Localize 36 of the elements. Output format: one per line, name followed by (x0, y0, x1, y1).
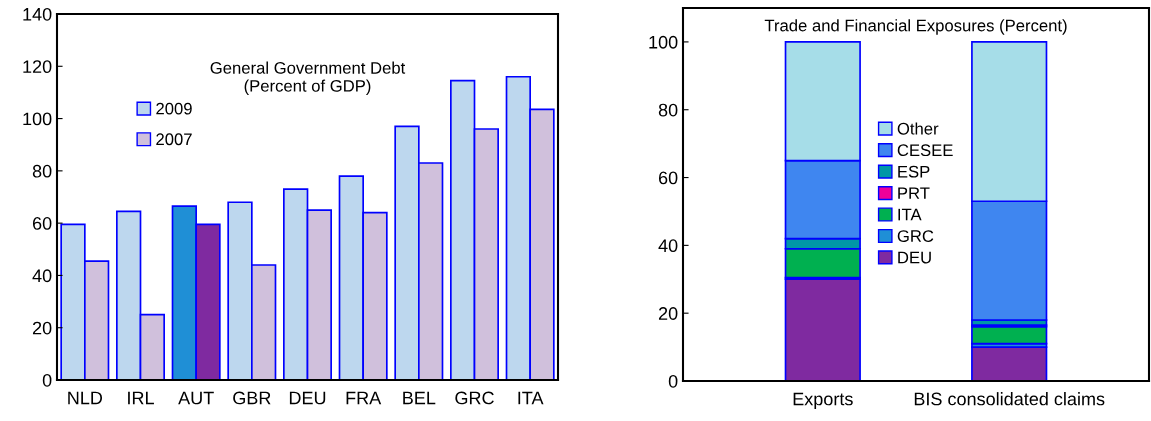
x-tick-label: FRA (346, 391, 382, 405)
y-tick-label: 0 (42, 373, 52, 387)
x-tick-label: BIS consolidated claims (914, 392, 1105, 406)
y-tick-label: 40 (32, 269, 52, 283)
legend-label: DEU (898, 251, 931, 264)
legend-label: 2007 (156, 133, 192, 146)
x-tick-label: NLD (68, 391, 103, 405)
x-tick-label: GBR (233, 391, 271, 405)
legend-label: 2009 (156, 102, 192, 115)
x-tick-label: ITA (518, 391, 544, 405)
y-tick-label: 100 (649, 35, 678, 49)
x-tick-label: DEU (289, 391, 326, 405)
x-tick-label: GRC (455, 391, 494, 405)
y-tick-label: 0 (668, 374, 678, 388)
y-tick-label: 20 (658, 307, 678, 320)
x-tick-label: Exports (793, 392, 853, 409)
y-tick-label: 100 (23, 112, 52, 126)
y-tick-label: 60 (658, 171, 678, 185)
y-tick-label: 40 (658, 239, 678, 253)
text: Trade and Financial Exposures (Percent) (764, 19, 1067, 35)
x-tick-label: AUT (178, 391, 214, 405)
y-tick-label: 140 (23, 7, 52, 21)
legend-label: CESEE (897, 144, 953, 157)
legend-label: PRT (898, 187, 930, 199)
legend-label: ESP (898, 165, 930, 178)
legend-label: ITA (898, 208, 922, 221)
text: General Government Debt (Percent of GDP) (210, 61, 406, 96)
y-tick-label: 60 (32, 217, 52, 230)
legend-label: GRC (897, 230, 934, 242)
x-tick-label: IRL (128, 391, 154, 405)
y-tick-label: 80 (32, 164, 52, 178)
x-tick-label: BEL (403, 391, 436, 405)
y-tick-label: 120 (23, 60, 52, 74)
y-tick-label: 80 (658, 103, 678, 117)
legend-label: Other (897, 122, 939, 135)
y-tick-label: 20 (32, 321, 52, 335)
